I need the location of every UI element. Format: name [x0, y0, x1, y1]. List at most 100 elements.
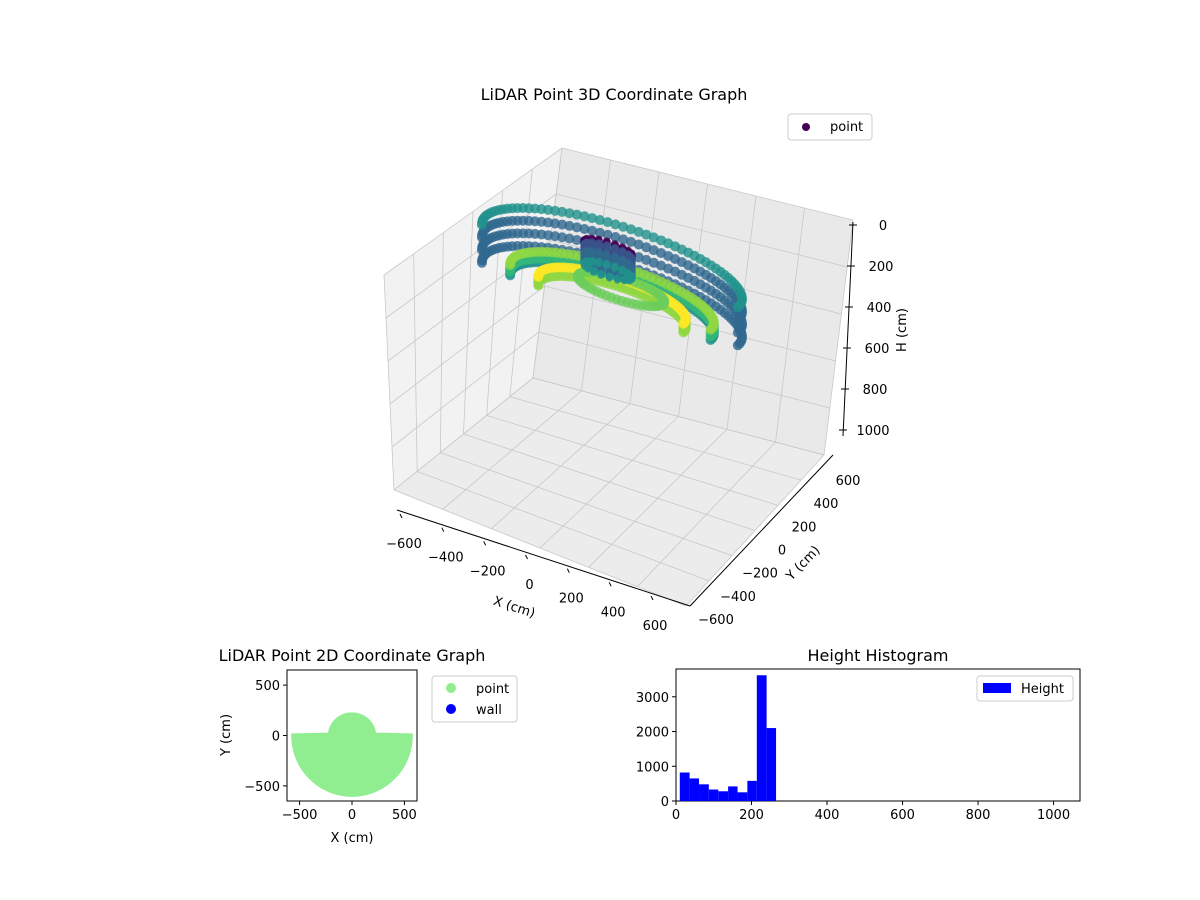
grid-line [383, 274, 395, 491]
x-tick-label-3d: −200 [470, 564, 506, 579]
y-tick-label-2d: −500 [244, 780, 280, 795]
point-3d [564, 220, 575, 231]
scatter-region-point [291, 712, 413, 797]
point-3d [732, 327, 743, 338]
y-tick-label-2d: 500 [255, 679, 280, 694]
y-tick-label-hist: 3000 [636, 691, 669, 706]
grid-line [509, 396, 802, 481]
y-tick-label-3d: −200 [742, 567, 778, 582]
grid-line [383, 147, 563, 276]
grid-line [393, 377, 534, 491]
y-tick-label-3d: 600 [836, 474, 861, 489]
point-3d [659, 297, 670, 308]
x-tick-label-hist: 800 [966, 808, 991, 823]
point-3d [618, 221, 629, 232]
point-3d [625, 236, 636, 247]
points-3d [476, 203, 748, 351]
x-tick-mark-3d [441, 527, 445, 532]
point-3d [602, 229, 613, 240]
grid-line [389, 285, 545, 405]
x-tick-mark-3d [483, 541, 487, 546]
legend-label-point-2d: point [476, 682, 509, 697]
y-tick-label-3d: 200 [792, 520, 817, 535]
point-3d [633, 239, 644, 250]
z-tick-label-3d: 800 [863, 383, 888, 398]
y-tick-label-3d: 400 [814, 497, 839, 512]
point-3d [633, 252, 644, 263]
legend-label-wall-2d: wall [476, 703, 502, 718]
x-tick-label-hist: 600 [890, 808, 915, 823]
point-3d [594, 259, 603, 268]
grid-line [685, 454, 825, 607]
y-tick-label-3d: 0 [778, 544, 786, 559]
point-3d [610, 219, 621, 230]
x-tick-mark-3d [608, 582, 612, 587]
grid-line [439, 232, 444, 453]
y-tick-label-hist: 1000 [636, 760, 669, 775]
grid-line [385, 193, 557, 319]
y-tick-label-hist: 0 [661, 795, 669, 810]
point-3d [579, 223, 590, 234]
title-histogram: Height Histogram [808, 646, 949, 665]
z-tick-label-3d: 200 [869, 260, 894, 275]
grid-line [538, 331, 830, 409]
legend-3d: point [787, 113, 873, 141]
x-tick-label-hist: 0 [672, 808, 680, 823]
grid-line [823, 219, 854, 456]
y-axis-line [689, 454, 834, 607]
histogram-bar [689, 778, 700, 801]
x-tick-label-hist: 400 [815, 808, 840, 823]
point-3d [627, 272, 636, 281]
point-3d [564, 233, 575, 244]
x-tick-label-3d: 400 [601, 605, 626, 620]
y-tick-label-3d: −400 [720, 590, 756, 605]
point-3d [587, 225, 598, 236]
z-tick-label-3d: 0 [879, 219, 887, 234]
x-axis-line [396, 509, 691, 607]
grid-line [391, 331, 540, 448]
y-tick-label-2d: 0 [272, 730, 280, 745]
plot-histogram: Height Histogram 0 200 400 600 800 1000 0 1000 2… [636, 646, 1081, 823]
y-tick-label-hist: 2000 [636, 726, 669, 741]
histogram-bar [728, 786, 738, 801]
point-3d [602, 217, 613, 228]
plot-3d: LiDAR Point 3D Coordinate Graph −600 −400… [383, 85, 910, 634]
title-3d: LiDAR Point 3D Coordinate Graph [481, 85, 748, 104]
point-3d [610, 263, 619, 272]
x-tick-mark-3d [399, 513, 403, 519]
point-3d [705, 324, 716, 335]
x-tick-label-hist: 200 [739, 808, 764, 823]
point-3d [732, 340, 743, 351]
x-tick-label-2d: −500 [282, 808, 318, 823]
x-axis-label-3d: X (cm) [491, 594, 537, 622]
legend-histogram: Height [976, 675, 1074, 702]
legend-marker-point-2d [446, 683, 456, 693]
point-3d [605, 273, 614, 282]
y-axis-label-3d: Y (cm) [783, 543, 824, 584]
point-3d [564, 208, 575, 219]
grid-line [413, 253, 418, 472]
x-tick-label-3d: 200 [559, 592, 584, 607]
y-tick-label-3d: −600 [698, 613, 734, 628]
legend-2d: point wall [431, 675, 518, 723]
point-3d [613, 275, 622, 284]
x-tick-label-3d: 0 [525, 578, 533, 593]
grid-line [561, 147, 854, 221]
legend-marker-wall-2d [446, 704, 456, 714]
x-tick-label-2d: 0 [348, 808, 356, 823]
point-3d [594, 215, 605, 226]
point-3d [597, 270, 606, 279]
point-3d [571, 234, 582, 245]
histogram-bars [679, 675, 777, 801]
point-3d [610, 232, 621, 243]
histogram-bar [699, 784, 709, 801]
point-3d [587, 258, 596, 267]
point-3d [587, 213, 598, 224]
point-3d [678, 318, 689, 329]
z-axis-label-3d: H (cm) [895, 308, 910, 352]
plot-2d: LiDAR Point 2D Coordinate Graph −500 0 500… [219, 646, 518, 846]
point-3d [602, 261, 611, 270]
ticks-histogram: 0 200 400 600 800 1000 0 1000 2000 3000 [636, 691, 1070, 823]
